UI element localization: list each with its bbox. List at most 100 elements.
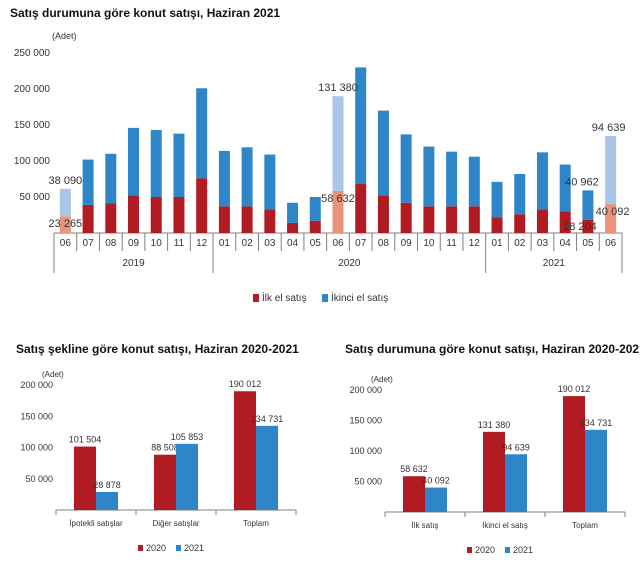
bar-second-hand (491, 181, 503, 218)
sale-status-legend-label-2020: 2020 (475, 545, 495, 555)
sale-status-y-tick-label: 150 000 (349, 416, 382, 426)
bar-first-sale (128, 195, 140, 233)
sale-status-y-tick-label: 100 000 (349, 446, 382, 456)
bar-second-hand (82, 159, 94, 205)
sale-type-data-label: 28 878 (93, 480, 121, 490)
bar-second-hand (446, 151, 458, 207)
sale-status-bar-2020 (563, 396, 585, 512)
sale-status-data-label: 58 632 (400, 464, 428, 474)
data-label: 18 204 (563, 221, 597, 233)
y-tick-label: 150 000 (14, 120, 51, 131)
x-tick-month-label: 07 (355, 238, 367, 249)
x-year-label: 2021 (543, 258, 566, 269)
sale-status-data-label: 131 380 (478, 420, 511, 430)
x-tick-month-label: 05 (310, 238, 322, 249)
x-tick-month-label: 02 (514, 238, 526, 249)
bar-first-sale (355, 184, 367, 233)
sale-status-data-label: 94 639 (502, 442, 530, 452)
x-tick-month-label: 12 (196, 238, 208, 249)
x-tick-month-label: 05 (582, 238, 594, 249)
sale-status-y-tick-label: 200 000 (349, 385, 382, 395)
bar-first-sale (423, 206, 435, 233)
x-tick-month-label: 10 (423, 238, 435, 249)
bar-second-hand (377, 110, 389, 196)
bar-second-hand (241, 147, 253, 207)
x-tick-month-label: 11 (174, 238, 185, 249)
x-tick-month-label: 01 (491, 238, 503, 249)
legend-label-second-hand: İkinci el satış (331, 291, 388, 304)
sale-type-x-tick-label: İpotekli satışlar (69, 519, 123, 528)
bar-second-hand (582, 190, 594, 220)
bar-first-sale (377, 195, 389, 233)
data-label: 40 962 (565, 176, 599, 188)
sale-status-legend-label-2021: 2021 (513, 545, 533, 555)
bar-first-sale (514, 214, 526, 233)
sale-status-x-tick-label: İkinci el satış (482, 521, 528, 530)
sale-status-y-tick-label: 50 000 (354, 477, 382, 487)
bar-second-hand (105, 153, 117, 204)
data-label: 40 092 (596, 206, 630, 218)
bar-second-hand (173, 133, 185, 197)
bar-first-sale (446, 206, 458, 233)
sale-status-data-label: 134 731 (580, 418, 613, 428)
data-label: 38 090 (49, 175, 83, 187)
sale-status-bar-2021 (585, 429, 607, 512)
x-year-label: 2019 (122, 258, 145, 269)
sale-type-x-tick-label: Toplam (243, 519, 269, 528)
bar-second-hand (287, 202, 299, 223)
sale-status-x-tick-label: Toplam (572, 521, 598, 530)
bar-second-hand (536, 152, 548, 210)
sale-type-data-label: 101 504 (69, 435, 102, 445)
chart-title-sale-status: Satış durumuna göre konut satışı, Hazira… (345, 342, 640, 356)
bar-first-sale (105, 203, 117, 233)
bar-first-sale (559, 211, 571, 233)
x-year-label: 2020 (338, 258, 361, 269)
x-tick-month-label: 01 (219, 238, 231, 249)
sale-type-bar-2020 (154, 454, 176, 510)
bar-first-sale (332, 190, 344, 233)
sale-type-bar-2021 (176, 443, 198, 510)
sale-type-y-axis-unit-label: (Adet) (42, 370, 64, 379)
sale-type-data-label: 190 012 (229, 379, 262, 389)
bar-second-hand (355, 67, 367, 185)
sale-type-bar-2021 (96, 491, 118, 510)
sale-status-bar-2020 (483, 431, 505, 512)
bar-second-hand (309, 197, 321, 221)
bar-second-hand (218, 150, 230, 207)
sale-status-data-label: 40 092 (422, 476, 450, 486)
x-tick-month-label: 04 (560, 238, 572, 249)
chart-title-sale-type: Satış şekline göre konut satışı, Haziran… (16, 342, 299, 356)
legend-swatch-first-sale (253, 294, 259, 302)
y-tick-label: 100 000 (14, 156, 51, 167)
sale-type-data-label: 134 731 (251, 414, 284, 424)
bar-first-sale (150, 197, 162, 233)
sale-type-data-label: 105 853 (171, 432, 204, 442)
bar-second-hand (128, 127, 140, 196)
bar-second-hand (400, 134, 412, 203)
sale-status-x-tick-label: İlk satış (411, 521, 438, 530)
sale-type-legend-label-2020: 2020 (146, 543, 166, 553)
bar-first-sale (264, 209, 276, 233)
bar-first-sale (287, 222, 299, 233)
sale-status-bar-2021 (505, 454, 527, 512)
x-tick-month-label: 08 (378, 238, 390, 249)
legend-label-first-sale: İlk el satış (262, 291, 306, 304)
x-tick-month-label: 06 (60, 238, 72, 249)
x-tick-month-label: 08 (105, 238, 117, 249)
sale-type-bar-2020 (74, 446, 96, 510)
x-tick-month-label: 11 (446, 238, 457, 249)
sale-status-bar-2021 (425, 487, 447, 512)
y-tick-label: 250 000 (14, 48, 51, 59)
sale-type-bar-2020 (234, 391, 256, 510)
bar-first-sale (196, 178, 208, 233)
bar-second-hand (332, 96, 344, 191)
bar-first-sale (468, 206, 480, 233)
data-label: 94 639 (592, 122, 626, 134)
x-tick-month-label: 12 (469, 238, 481, 249)
sale-status-legend-swatch-2020 (467, 547, 472, 553)
bar-first-sale (536, 209, 548, 233)
x-tick-month-label: 09 (128, 238, 140, 249)
sale-type-y-tick-label: 50 000 (25, 474, 53, 484)
bar-first-sale (605, 204, 617, 233)
